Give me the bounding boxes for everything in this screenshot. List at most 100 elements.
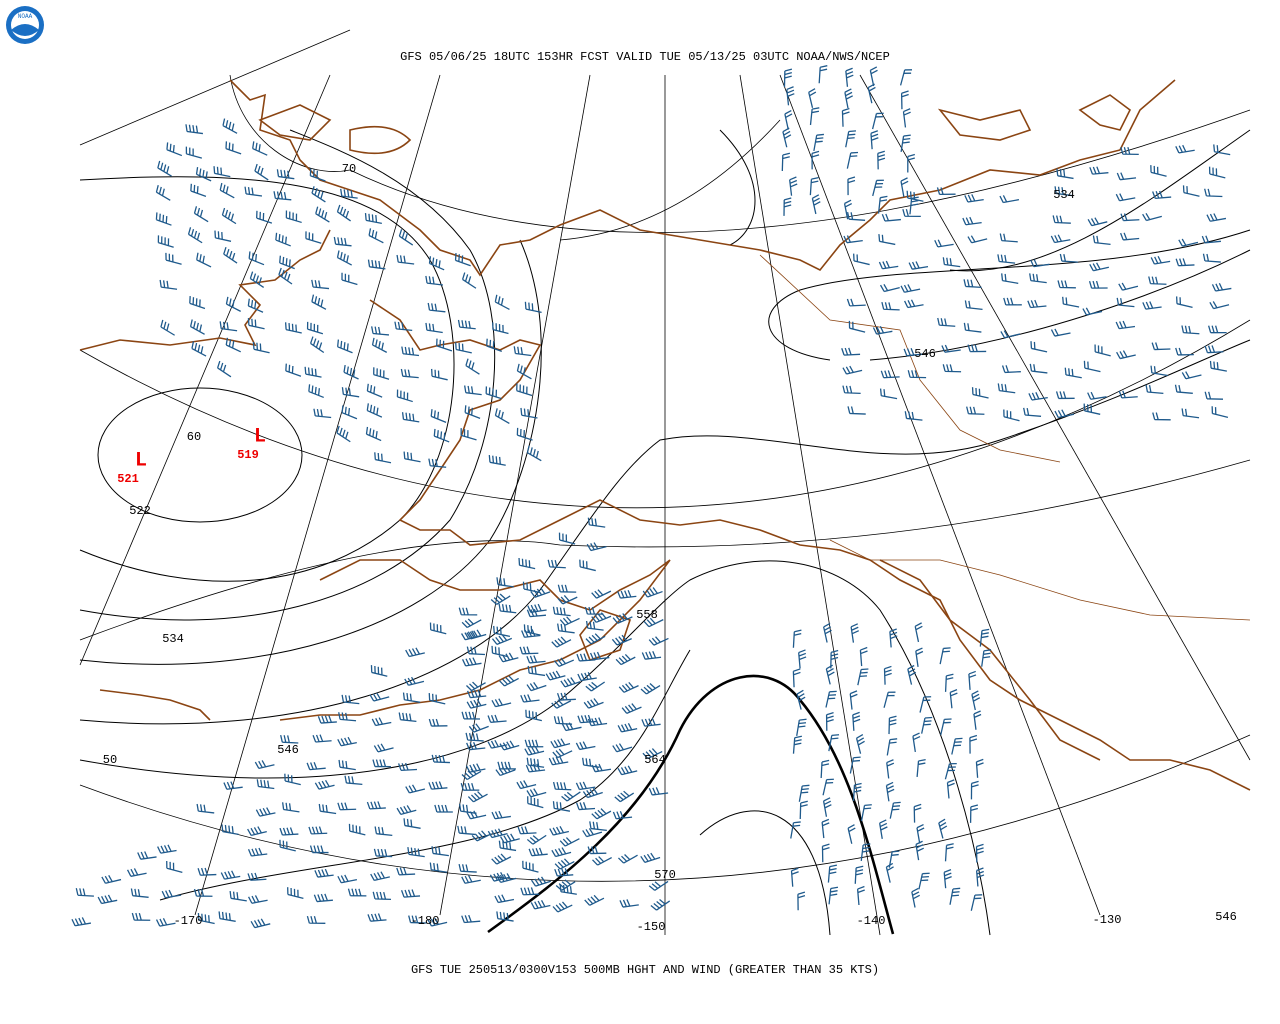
wind-barb [373,743,394,753]
wind-barb [496,873,517,883]
wind-barb [1176,296,1193,309]
wind-barb [431,846,449,857]
lat-label: 50 [103,753,117,767]
wind-barb [907,153,915,173]
wind-barb [161,889,182,899]
wind-barb [1211,282,1232,292]
wind-barb [847,824,856,844]
wind-barb [619,899,639,908]
wind-barb [71,917,92,927]
wind-barb [155,212,172,226]
wind-barb [196,803,215,814]
wind-barb [396,805,417,816]
wind-barb [338,712,357,722]
wind-barb [1182,185,1200,197]
wind-barb [247,826,267,837]
wind-barb [461,272,477,289]
wind-barb [1089,166,1109,175]
wind-barb [311,279,330,290]
wind-barb [1083,403,1101,415]
wind-barb [949,887,961,905]
wind-barb [458,607,478,616]
wind-barb [585,620,604,631]
wind-barb [461,875,481,884]
lon-label: -170 [174,914,203,928]
wind-barb [454,253,471,267]
wind-barb [792,668,801,688]
wind-barb [967,235,988,244]
wind-barb [943,869,952,889]
wind-barb [585,681,606,692]
wind-barb [936,187,956,196]
wind-barb [285,363,302,377]
wind-barb [219,182,235,199]
wind-barb [526,788,547,798]
wind-barb [367,913,387,922]
wind-barb [308,384,324,399]
wind-barb [1120,232,1140,241]
wind-barb [937,317,956,327]
wind-barb [306,761,326,771]
wind-barb [1088,280,1108,289]
wind-barb [516,383,533,397]
wind-barb [1054,186,1073,197]
wind-barb [852,782,862,802]
wind-barb [466,741,486,751]
wind-barb [981,649,992,667]
wind-barb [900,284,921,293]
wind-barb [131,912,151,921]
wind-barb [889,801,901,819]
wind-barb [526,608,547,618]
wind-barb [881,301,900,311]
map-title: GFS 05/06/25 18UTC 153HR FCST VALID TUE … [400,50,890,64]
wind-barb [306,321,324,335]
wind-barb [999,195,1020,204]
wind-barb [457,825,476,836]
wind-barb [166,860,183,873]
wind-barb [1145,384,1164,395]
wind-barb [1082,307,1103,316]
wind-barb [525,763,546,773]
wind-barb [1057,280,1076,289]
wind-barb [582,757,600,768]
wind-barb [853,253,870,266]
wind-barb [279,255,295,270]
wind-barb [556,692,576,701]
wind-barb [1052,215,1071,224]
wind-barb [499,740,520,751]
wind-barb [878,260,899,270]
wind-barb [527,665,546,677]
wind-barb [1116,297,1135,308]
wind-barb [486,338,503,352]
wind-barb [555,879,576,891]
wind-barb [340,188,358,199]
wind-barb [189,319,205,335]
wind-barb [244,186,263,197]
wind-barb [808,88,817,108]
wind-barb [493,625,511,638]
wind-barb [309,168,326,182]
wind-barb [903,347,923,357]
wind-barb [1211,406,1229,419]
wind-barb [337,736,357,747]
wind-barb [471,830,492,842]
wind-barb [314,868,334,878]
wind-barb [549,825,569,836]
wind-barb [879,283,900,293]
wind-barb [877,150,886,170]
wind-barb [428,458,447,468]
wind-barb [1204,345,1224,354]
wind-barb [585,633,606,645]
wind-barb [336,425,351,443]
wind-barb [1175,144,1195,154]
wind-barb [904,299,924,309]
wind-barb [942,257,961,268]
wind-barb [1150,255,1171,265]
wind-barb [495,765,516,777]
wind-barb [577,714,597,724]
wind-barb [907,370,927,379]
wind-barb [790,821,801,839]
wind-barb [554,858,575,870]
wind-barb [496,911,514,922]
wind-barb [951,737,963,755]
